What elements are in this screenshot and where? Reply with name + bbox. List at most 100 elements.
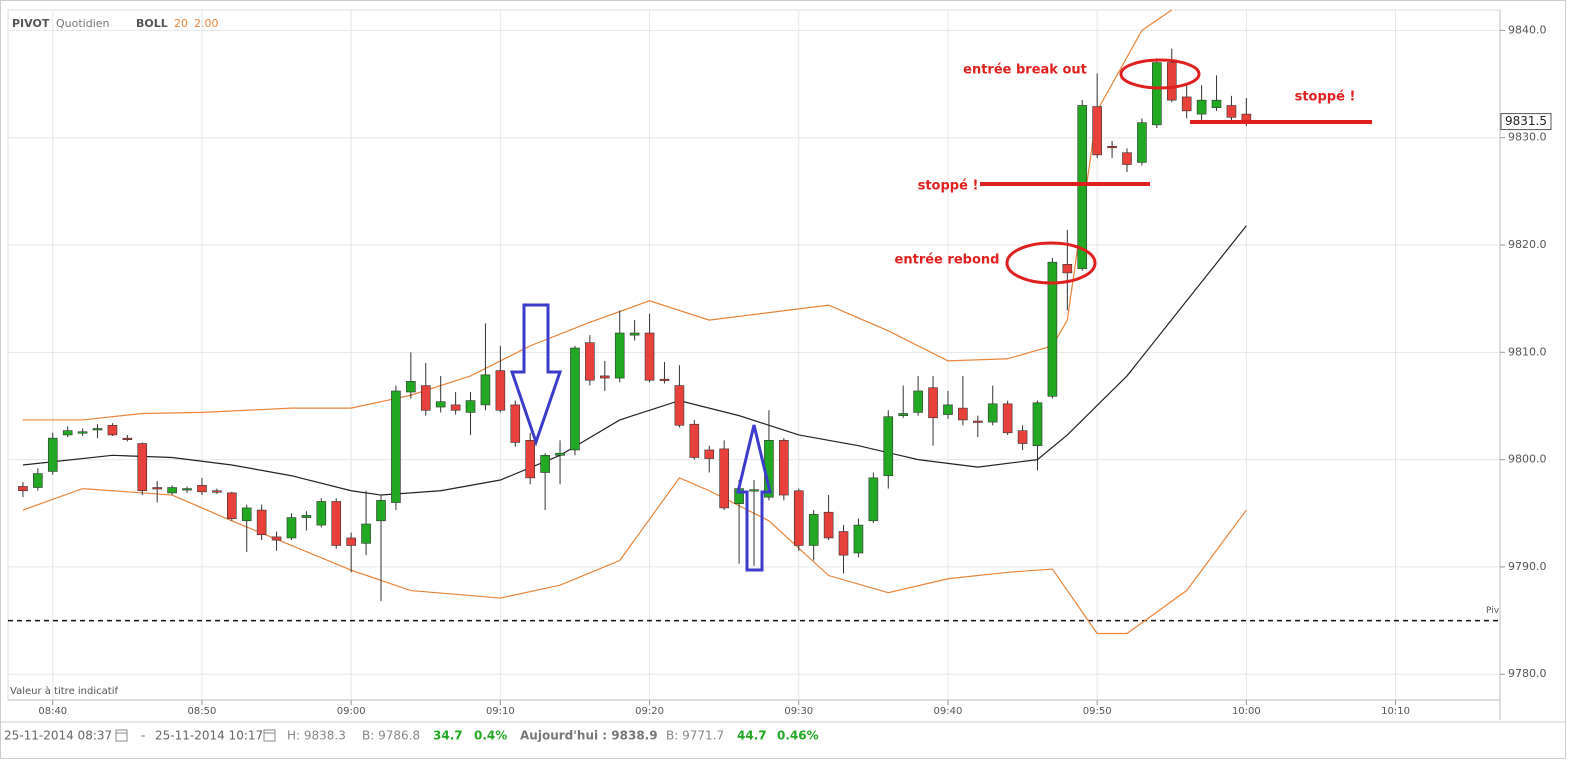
candle-body <box>719 448 729 509</box>
candle-body <box>883 416 894 477</box>
candle-body <box>316 501 327 526</box>
footer-text: Aujourd'hui : 9838.9 <box>520 729 658 743</box>
candle-body <box>1077 105 1088 269</box>
arrow-down <box>509 303 563 447</box>
candle-body <box>361 523 371 544</box>
circle-rebound <box>1005 241 1097 285</box>
candle-body <box>808 514 819 546</box>
y-tick-label: 9790.0 <box>1508 560 1547 573</box>
candle-body <box>525 440 536 479</box>
footer-text: - <box>141 729 145 743</box>
pivot-label: Piv <box>1486 606 1500 616</box>
x-tick-label: 08:50 <box>188 706 217 717</box>
footer-text: B: 9786.8 <box>362 729 420 743</box>
candle-body <box>1122 152 1132 165</box>
candle-body <box>47 437 58 472</box>
candle-body <box>346 537 356 546</box>
header-label: BOLL <box>136 17 168 30</box>
candle-body <box>406 380 416 393</box>
candle-body <box>838 531 849 556</box>
y-tick-label: 9780.0 <box>1508 667 1547 680</box>
y-tick-label: 9810.0 <box>1508 345 1547 358</box>
x-tick-label: 09:00 <box>337 706 366 717</box>
candle-body <box>749 489 759 492</box>
footer-text: 0.4% <box>474 729 507 743</box>
candle-body <box>18 486 28 492</box>
frame <box>0 0 1566 759</box>
candle-body <box>614 332 625 379</box>
candle-body <box>674 385 685 426</box>
y-tick-label: 9820.0 <box>1508 238 1547 251</box>
candle-body <box>241 507 252 522</box>
candle-body <box>450 404 461 411</box>
candle-body <box>107 424 118 436</box>
candle-body <box>301 515 312 518</box>
candle-body <box>898 413 909 416</box>
candle-body <box>868 477 879 522</box>
candle-body <box>555 452 565 456</box>
candle-body <box>1152 62 1162 126</box>
annotation: entrée rebond <box>895 253 1000 268</box>
candle-body <box>644 332 655 381</box>
candle-body <box>853 524 864 554</box>
candle-body <box>271 536 282 541</box>
candle-body <box>227 492 237 519</box>
annotation: stoppé ! <box>918 179 979 194</box>
candle-body <box>62 430 73 436</box>
y-tick-label: 9830.0 <box>1508 131 1547 144</box>
band-line <box>22 9 1173 421</box>
footer-text: H: 9838.3 <box>287 729 346 743</box>
x-tick-label: 09:50 <box>1083 706 1112 717</box>
x-tick-label: 09:40 <box>934 706 963 717</box>
candle-body <box>495 370 506 411</box>
header-label: 20 <box>174 17 188 30</box>
candle-body <box>1062 264 1073 274</box>
y-tick-label: 9840.0 <box>1508 23 1547 36</box>
candle-body <box>1226 105 1237 118</box>
candle-body <box>1211 99 1222 108</box>
candle-body <box>689 423 700 458</box>
candle-body <box>465 400 476 413</box>
candle-body <box>1137 122 1147 163</box>
candle-body <box>779 440 789 496</box>
candle-body <box>704 449 715 459</box>
candle-body <box>928 387 938 419</box>
candle-body <box>286 517 297 539</box>
candle-body <box>540 455 550 473</box>
x-tick-label: 10:10 <box>1381 706 1410 717</box>
candle-body <box>1092 106 1102 156</box>
candle-body <box>152 487 162 490</box>
candle-body <box>256 509 267 536</box>
candle-body <box>212 490 222 493</box>
candle-body <box>629 332 640 336</box>
x-tick-label: 08:40 <box>38 706 67 717</box>
candle-body <box>943 404 953 415</box>
x-tick-label: 09:10 <box>486 706 515 717</box>
header-label: 2.00 <box>194 17 219 30</box>
candle-body <box>1196 99 1207 115</box>
candle-body <box>913 390 923 413</box>
candle-body <box>570 347 580 451</box>
band-line <box>22 225 1247 496</box>
candle-body <box>167 487 177 494</box>
candle-body <box>958 407 968 421</box>
footer-text: B: 9771.7 <box>666 729 724 743</box>
candle-body <box>92 428 103 431</box>
note: Valeur à titre indicatif <box>10 685 118 697</box>
candle-body <box>33 473 43 488</box>
candle-body <box>599 375 610 379</box>
candle-body <box>77 431 88 434</box>
candle-body <box>391 390 401 503</box>
y-tick-label: 9800.0 <box>1508 453 1547 466</box>
candle-body <box>1047 261 1058 397</box>
candle-body <box>376 500 386 522</box>
candle-body <box>1181 96 1192 112</box>
footer-text: 44.7 <box>737 729 767 743</box>
candle-body <box>182 488 192 491</box>
candle-body <box>1166 62 1177 101</box>
last-price-box <box>1500 113 1552 131</box>
header-label: Quotidien <box>56 17 110 30</box>
candle-body <box>972 420 983 423</box>
